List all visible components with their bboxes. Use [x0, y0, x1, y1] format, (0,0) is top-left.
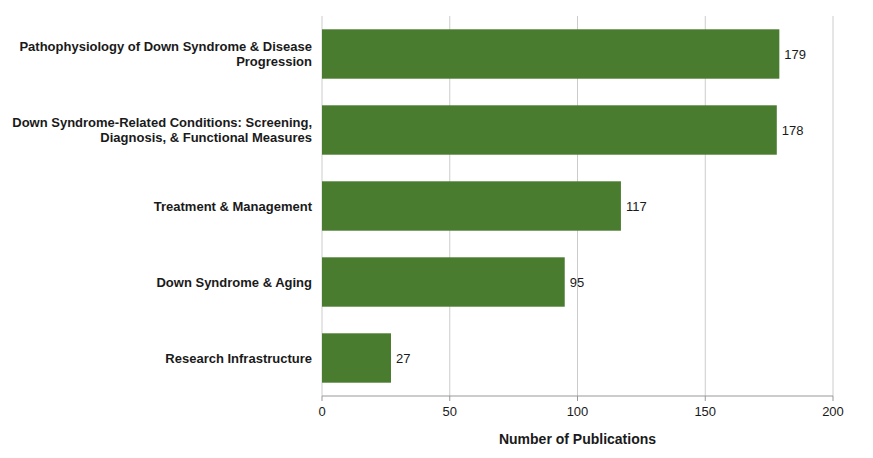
bar	[322, 29, 779, 78]
x-tick	[577, 396, 578, 401]
x-tick	[449, 396, 450, 401]
category-label-line: Pathophysiology of Down Syndrome & Disea…	[19, 39, 312, 54]
bar	[322, 333, 391, 382]
category-label-line: Research Infrastructure	[165, 351, 312, 366]
x-tick	[833, 396, 834, 401]
x-tick-label: 0	[318, 404, 325, 419]
category-labels: Research Infrastructure Down Syndrome & A…	[12, 39, 312, 366]
x-ticks: 0 50 100 150 200	[318, 396, 843, 419]
x-tick	[322, 396, 323, 401]
category-label-line: Progression	[236, 54, 312, 69]
data-label: 178	[782, 123, 804, 138]
x-tick-label: 50	[443, 404, 457, 419]
data-label: 179	[784, 47, 806, 62]
bar	[322, 181, 621, 230]
grid	[322, 16, 833, 396]
category-label: Treatment & Management	[154, 199, 313, 214]
chart: Research Infrastructure Down Syndrome & A…	[0, 0, 873, 458]
x-tick-label: 100	[567, 404, 589, 419]
x-tick-label: 200	[822, 404, 844, 419]
category-label-line: Down Syndrome & Aging	[156, 275, 312, 290]
x-axis-label: Number of Publications	[499, 431, 656, 447]
grid-line	[833, 16, 834, 396]
x-tick-label: 150	[694, 404, 716, 419]
bars	[322, 29, 779, 382]
bar	[322, 257, 565, 306]
category-label: Pathophysiology of Down Syndrome & Disea…	[19, 39, 312, 69]
x-tick	[705, 396, 706, 401]
category-label: Down Syndrome & Aging	[156, 275, 312, 290]
data-label: 27	[396, 351, 410, 366]
category-label: Research Infrastructure	[165, 351, 312, 366]
category-label-line: Diagnosis, & Functional Measures	[100, 130, 312, 145]
category-label: Down Syndrome-Related Conditions: Screen…	[12, 115, 312, 145]
data-label: 95	[570, 275, 584, 290]
data-label: 117	[626, 199, 647, 214]
category-label-line: Down Syndrome-Related Conditions: Screen…	[12, 115, 312, 130]
data-labels: 27 95 117 178 179	[396, 47, 806, 366]
category-label-line: Treatment & Management	[154, 199, 313, 214]
bar	[322, 105, 777, 154]
